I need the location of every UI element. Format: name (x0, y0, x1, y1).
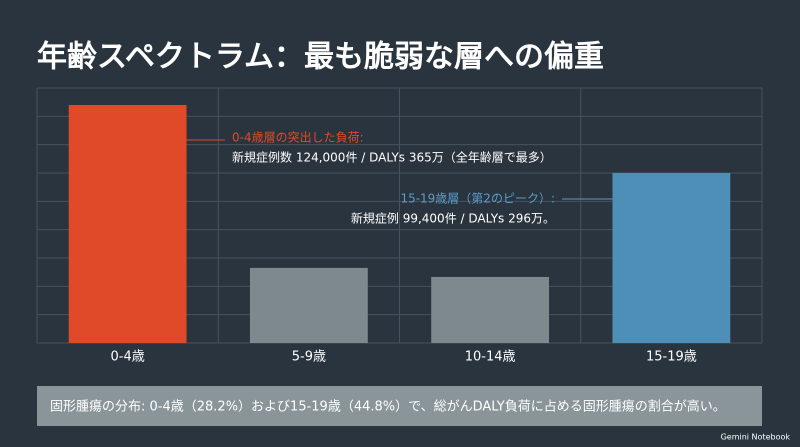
bar (612, 173, 731, 343)
annotation-title: 15-19歳層（第2のピーク）: (400, 192, 555, 206)
footnote-box (37, 386, 762, 426)
bar (431, 276, 550, 343)
footnote: 固形腫瘍の分布: 0-4歳（28.2%）および15-19歳（44.8%）で、総が… (50, 399, 726, 415)
annotation-title: 0-4歳層の突出した負荷: (232, 130, 364, 145)
chart-title: 年齢スペクトラム：最も脆弱な層への偏重 (37, 40, 604, 75)
bar (249, 267, 368, 343)
x-tick-label: 0-4歳 (111, 350, 145, 365)
annotation-text: 新規症例 99,400件 / DALYs 296万。 (351, 211, 555, 226)
x-tick-label: 10-14歳 (465, 350, 516, 365)
bar (68, 105, 187, 343)
x-tick-label: 5-9歳 (292, 350, 326, 365)
x-tick-label: 15-19歳 (646, 350, 697, 365)
watermark: Gemini Notebook (721, 433, 791, 442)
annotation-text: 新規症例数 124,000件 / DALYs 365万（全年齢層で最多） (232, 150, 552, 165)
